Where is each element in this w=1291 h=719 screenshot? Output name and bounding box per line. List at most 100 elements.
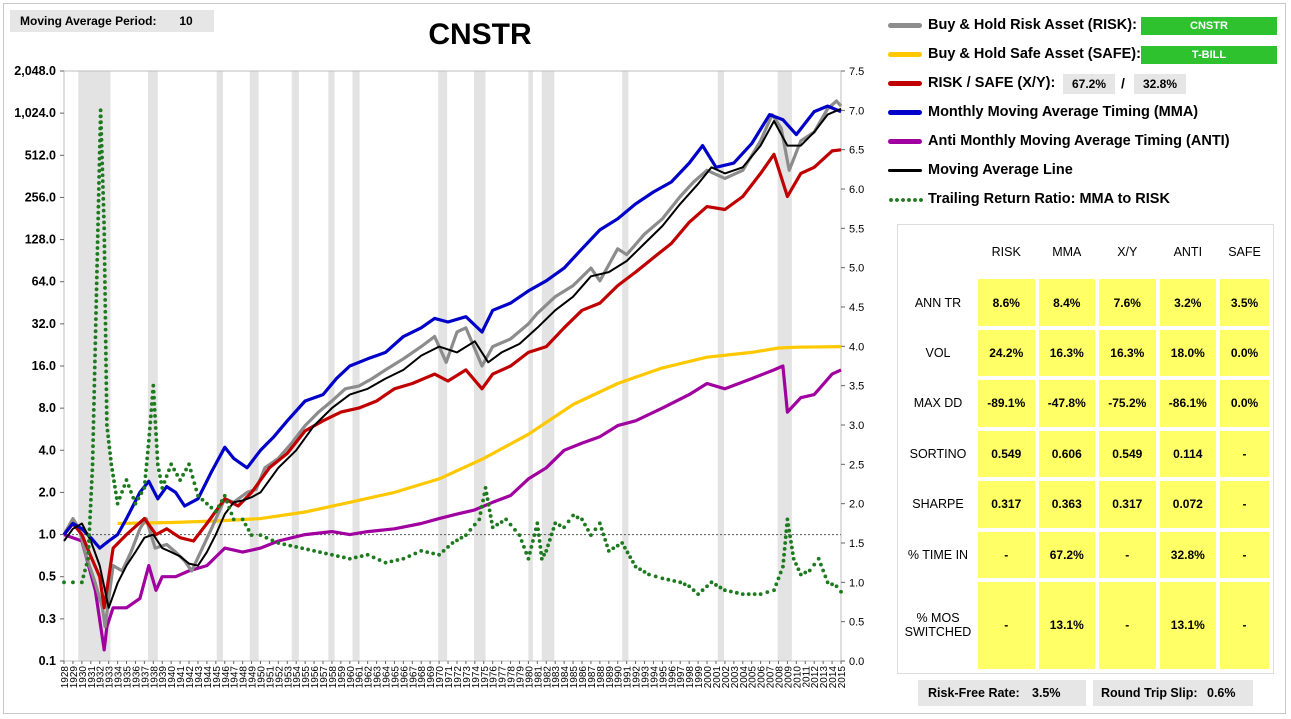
ratio-point	[306, 547, 311, 552]
x-axis-tick-label: 1980	[524, 666, 535, 689]
ratio-point	[341, 555, 346, 560]
ratio-point	[92, 395, 96, 400]
ratio-point	[625, 550, 630, 555]
ratio-point	[597, 521, 602, 526]
x-axis-tick-label: 1963	[373, 666, 384, 689]
stats-row-label: % TIME IN	[902, 531, 974, 578]
moving-average-period-box: Moving Average Period: 10	[10, 10, 214, 32]
stats-cell: -	[1220, 531, 1269, 578]
x-axis-tick-label: 1945	[212, 666, 223, 689]
shaded-period	[438, 71, 448, 661]
ratio-point	[110, 468, 115, 472]
ratio-point	[389, 559, 394, 564]
y-axis-tick-label: 0.3	[39, 612, 56, 626]
x-axis-tick-label: 1959	[337, 666, 348, 689]
ratio-point	[99, 137, 104, 142]
ratio-point	[455, 538, 459, 543]
ratio-point	[91, 432, 96, 436]
risk-free-rate-value[interactable]: 3.5%	[1032, 686, 1061, 700]
ratio-point	[100, 155, 104, 160]
y-axis-tick-label: 0.1	[39, 654, 56, 668]
stats-row-label-line1: % MOS	[916, 611, 960, 626]
stats-cell: 7.6%	[1099, 279, 1156, 326]
stats-cell: -	[1220, 430, 1269, 478]
ratio-point	[227, 505, 232, 510]
ratio-point	[216, 504, 221, 509]
risk-free-rate-label: Risk-Free Rate:	[928, 686, 1020, 700]
ratio-point	[103, 333, 108, 338]
ratio-point	[282, 542, 287, 547]
stats-table: RISK MMA X/Y ANTI SAFE ANN TR 8.6% 8.4% …	[897, 224, 1274, 674]
ratio-point	[419, 548, 424, 553]
shaded-period	[528, 71, 533, 661]
ratio-point	[781, 558, 786, 563]
ratio-point	[93, 335, 98, 340]
x-axis-tick-label: 1971	[444, 666, 455, 689]
ratio-point	[229, 511, 234, 516]
ratio-point	[102, 268, 107, 272]
ratio-point	[347, 556, 352, 561]
ratio-point	[102, 244, 107, 249]
ratio-point	[103, 351, 108, 356]
ratio-point	[599, 526, 604, 531]
ratio-point	[154, 432, 158, 436]
legend-label-safe: Buy & Hold Safe Asset (SAFE):	[928, 46, 1141, 62]
x-axis-tick-label: 1933	[105, 666, 116, 689]
stats-cell: 0.072	[1159, 481, 1217, 528]
stats-row-label: % MOS SWITCHED	[902, 581, 974, 669]
stats-cell: 3.5%	[1220, 279, 1269, 326]
ratio-point	[807, 568, 812, 573]
ratio-point	[537, 539, 542, 543]
ratio-point	[539, 556, 544, 561]
ratio-point	[92, 383, 97, 388]
ratio-point	[93, 359, 97, 364]
ratio-point	[495, 522, 500, 527]
x-axis-tick-label: 1935	[123, 666, 134, 689]
ratio-point	[99, 120, 103, 125]
ratio-point	[148, 414, 153, 419]
ratio-point	[513, 527, 517, 532]
y-axis-tick-label: 256.0	[25, 190, 56, 204]
ratio-point	[225, 499, 229, 504]
ratio-point	[783, 535, 788, 539]
ratio-point	[243, 522, 248, 527]
moving-average-period-value[interactable]: 10	[179, 14, 193, 28]
x-axis-tick-label: 1989	[605, 666, 616, 689]
ratio-point	[143, 474, 148, 479]
ratio-point	[71, 580, 75, 585]
ratio-point	[839, 589, 843, 594]
ratio-point	[728, 589, 733, 594]
ratio-point	[213, 509, 218, 514]
x-axis-tick-label: 2006	[757, 666, 768, 689]
risk-asset-value[interactable]: CNSTR	[1141, 17, 1277, 35]
ratio-point	[103, 309, 108, 314]
ratio-point	[517, 533, 522, 538]
x-axis-tick-label: 1962	[364, 666, 375, 689]
series-line	[62, 104, 842, 550]
ratio-point	[696, 592, 701, 597]
legend-swatch-xy	[888, 81, 922, 86]
x-axis-tick-label: 1940	[167, 666, 178, 689]
stats-header-blank	[902, 229, 974, 275]
ratio-point	[529, 545, 534, 549]
x-axis-tick-label: 1993	[641, 666, 652, 689]
ratio-point	[188, 468, 193, 473]
ratio-point	[101, 202, 106, 207]
xy-safe-percent[interactable]: 32.8%	[1134, 74, 1186, 94]
ratio-point	[104, 357, 108, 362]
x-axis-tick-label: 2004	[739, 666, 750, 689]
xy-risk-percent[interactable]: 67.2%	[1063, 74, 1115, 94]
ratio-point	[294, 545, 299, 549]
ratio-point	[752, 592, 757, 597]
ratio-point	[95, 252, 100, 256]
ratio-point	[108, 456, 113, 461]
ratio-point	[97, 174, 102, 179]
ratio-point	[91, 420, 96, 424]
round-trip-slip-value[interactable]: 0.6%	[1207, 686, 1236, 700]
safe-asset-value[interactable]: T-BILL	[1141, 46, 1277, 64]
plot-area	[63, 70, 842, 662]
y-axis-tick-label: 64.0	[32, 275, 56, 289]
ratio-point	[103, 286, 107, 290]
ratio-point	[155, 462, 160, 467]
ratio-point	[93, 317, 98, 322]
